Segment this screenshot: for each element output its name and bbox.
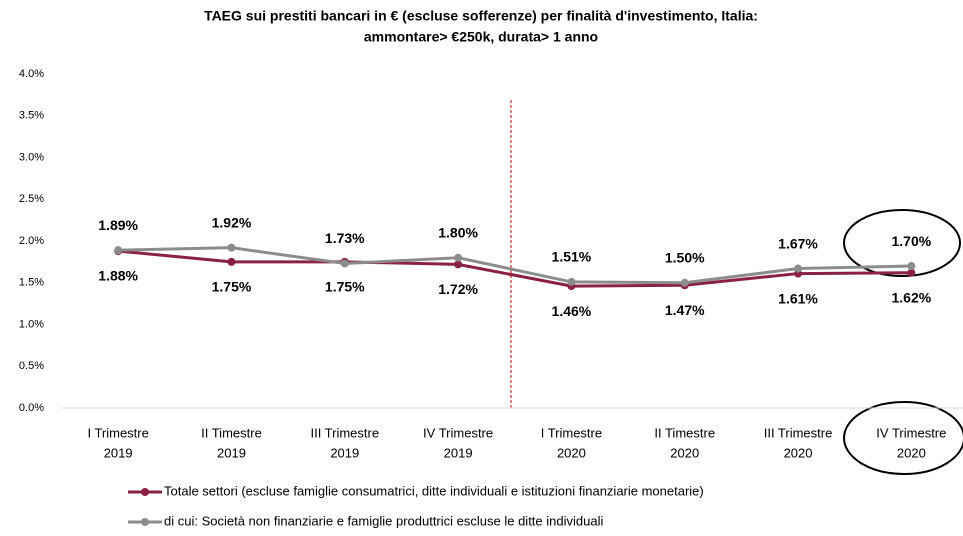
y-tick-label: 0.5%	[19, 360, 44, 372]
value-label: 1.75%	[212, 279, 252, 295]
y-tick-label: 1.5%	[19, 277, 44, 289]
x-tick-label: 2020	[557, 445, 586, 460]
x-tick-label: I Trimestre	[87, 425, 148, 440]
value-label: 1.80%	[438, 224, 478, 240]
y-tick-label: 1.0%	[19, 318, 44, 330]
y-tick-label: 2.0%	[19, 235, 44, 247]
x-tick-label: II Timestre	[201, 425, 262, 440]
x-tick-label: 2020	[784, 445, 813, 460]
y-tick-label: 2.5%	[19, 193, 44, 205]
series-line	[118, 249, 912, 288]
legend-marker	[141, 518, 149, 526]
x-tick-label: I Trimestre	[541, 425, 602, 440]
x-tick-label: 2019	[104, 445, 133, 460]
value-label: 1.72%	[438, 281, 478, 297]
x-tick-label: 2020	[670, 445, 699, 460]
y-tick-label: 4.0%	[19, 68, 44, 80]
chart-title: TAEG sui prestiti bancari in € (escluse …	[204, 8, 758, 24]
marker	[567, 277, 576, 286]
marker	[454, 253, 463, 262]
x-tick-label: 2020	[897, 445, 926, 460]
marker	[680, 278, 689, 287]
legend-marker	[141, 488, 149, 496]
x-tick-label: III Trimestre	[764, 425, 833, 440]
highlight-ellipse	[843, 209, 961, 277]
x-tick-label: IV Trimestre	[423, 425, 493, 440]
x-tick-label: IV Trimestre	[876, 425, 946, 440]
marker	[907, 262, 916, 271]
value-label: 1.89%	[98, 217, 138, 233]
marker	[907, 268, 916, 277]
legend-label: di cui: Società non finanziarie e famigl…	[164, 513, 603, 528]
value-label: 1.67%	[778, 235, 818, 251]
marker	[227, 243, 236, 252]
value-label: 1.62%	[891, 289, 931, 305]
x-tick-label: III Trimestre	[310, 425, 379, 440]
x-tick-label: II Timestre	[654, 425, 715, 440]
value-label: 1.50%	[665, 249, 705, 265]
marker	[114, 246, 123, 255]
marker	[454, 260, 463, 269]
value-label: 1.73%	[325, 230, 365, 246]
value-label: 1.92%	[212, 214, 252, 230]
marker	[227, 257, 236, 266]
value-label: 1.88%	[98, 268, 138, 284]
y-tick-label: 3.5%	[19, 110, 44, 122]
value-label: 1.75%	[325, 279, 365, 295]
chart-title: ammontare> €250k, durata> 1 anno	[364, 29, 598, 45]
value-label: 1.51%	[552, 249, 592, 265]
highlight-ellipse	[843, 401, 963, 475]
value-label: 1.47%	[665, 302, 705, 318]
series-line	[118, 246, 912, 285]
value-label: 1.46%	[552, 303, 592, 319]
y-tick-label: 0.0%	[19, 402, 44, 414]
value-label: 1.70%	[891, 233, 931, 249]
marker	[794, 264, 803, 273]
legend-label: Totale settori (escluse famiglie consuma…	[164, 483, 704, 498]
x-tick-label: 2019	[217, 445, 246, 460]
x-tick-label: 2019	[330, 445, 359, 460]
y-tick-label: 3.0%	[19, 151, 44, 163]
x-tick-label: 2019	[444, 445, 473, 460]
value-label: 1.61%	[778, 290, 818, 306]
marker	[340, 259, 349, 268]
